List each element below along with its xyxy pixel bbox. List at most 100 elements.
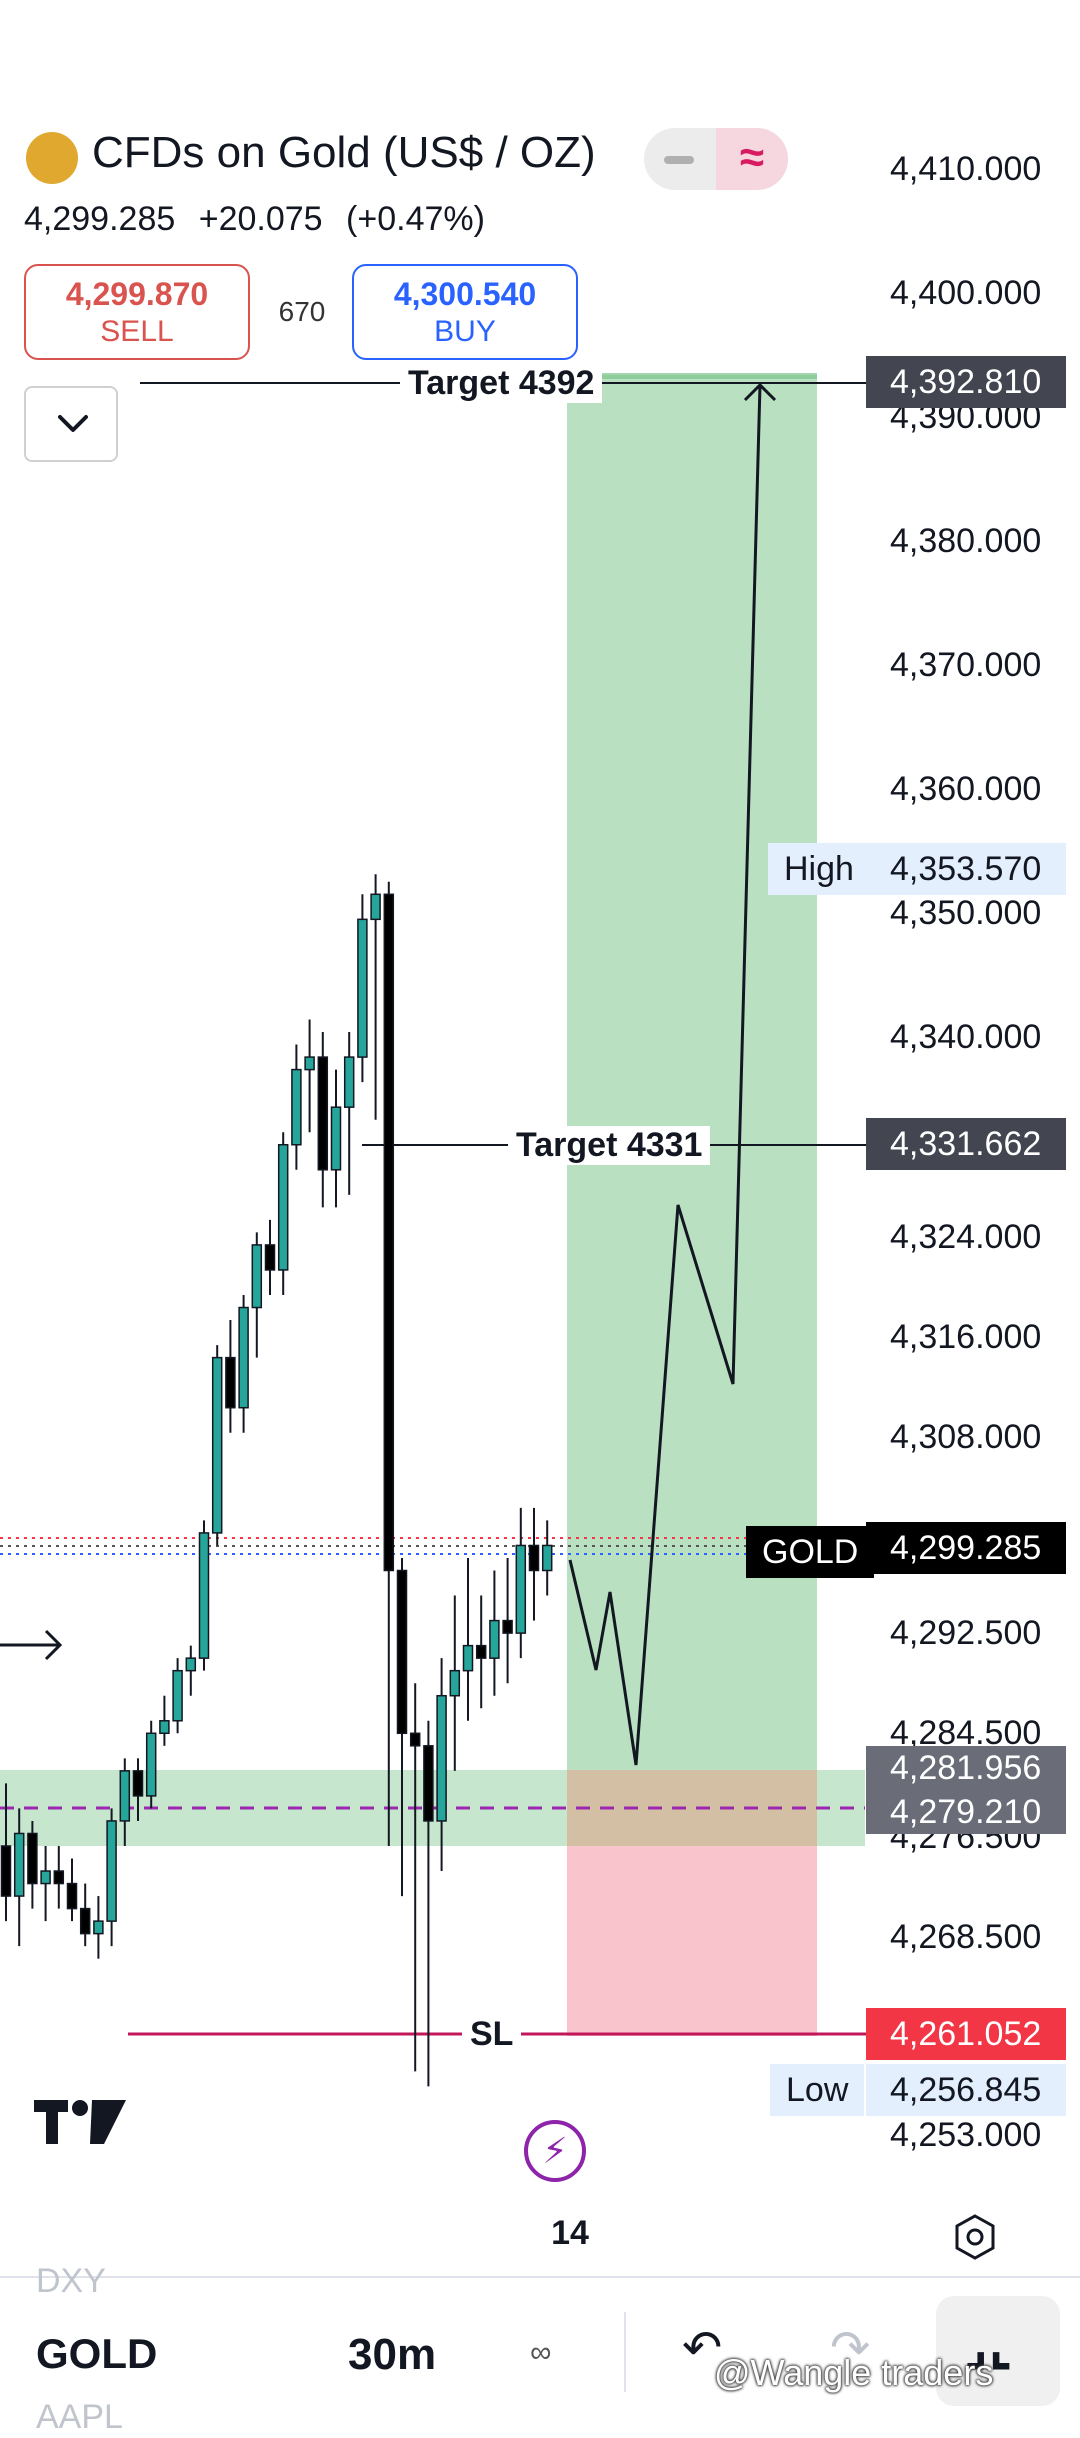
candle-body [145,1732,157,1797]
axis-label: 4,360.000 [890,770,1042,808]
chevron-down-icon [58,415,88,432]
buy-label: BUY [434,315,496,348]
projection-path [568,384,762,1766]
target-high-label[interactable]: Target 4392 [400,364,603,403]
candle-body [0,1845,12,1897]
symbol-next[interactable]: AAPL [36,2398,123,2436]
current-price-tag: 4,299.285 [866,1522,1066,1574]
price-change: +20.075 [198,200,323,238]
fullscreen-button[interactable]: ⌟⌞ [936,2296,1060,2406]
candle-body [251,1244,263,1309]
low-label: Low [770,2064,865,2116]
sell-label: SELL [100,315,174,348]
wave-icon[interactable]: ≈ [716,128,788,190]
candle-body [449,1669,461,1697]
symbol-toggle-pill[interactable]: ≈ [644,128,788,190]
candle-body [317,1056,329,1171]
candle-body [409,1732,421,1747]
candle-body [370,893,381,921]
settings-icon[interactable] [950,2212,1000,2267]
candle-body [343,1056,355,1108]
candle-body [185,1657,197,1672]
left-arrow-head [44,1629,63,1661]
candle-body [238,1306,249,1409]
tradingview-logo-icon[interactable] [34,2100,126,2151]
candle-body [225,1356,236,1409]
collapse-button[interactable] [24,386,118,462]
candle-body [159,1720,170,1735]
last-price: 4,299.285 [24,200,176,238]
buy-button[interactable]: 4,300.540 BUY [352,264,578,360]
timeframe-picker[interactable]: 30m [348,2330,437,2379]
symbol-title[interactable]: CFDs on Gold (US$ / OZ) [92,128,596,177]
expiry-marker: 14 [551,2214,589,2252]
axis-label: 4,292.500 [890,1614,1042,1652]
stop-loss-label[interactable]: SL [462,2015,522,2054]
axis-label: 4,350.000 [890,894,1042,932]
axis-label: 4,370.000 [890,646,1042,684]
gold-logo-icon [26,132,78,184]
low-price-tag: 4,256.845 [866,2064,1066,2116]
candles [0,874,553,2087]
candle-body [27,1832,38,1885]
candle-body [396,1569,408,1735]
axis-label: 4,324.000 [890,1218,1042,1256]
axis-label: 4,340.000 [890,1018,1042,1056]
candle-body [40,1870,51,1885]
candle-body [172,1669,183,1722]
compare-icon[interactable]: ∞ [530,2336,552,2369]
candle-body [436,1694,447,1822]
zone-bottom-price-tag: 4,279.210 [866,1790,1066,1834]
axis-label: 4,380.000 [890,522,1042,560]
candle-body [462,1644,474,1672]
candle-body [475,1644,487,1659]
bottom-toolbar [0,2276,1080,2438]
axis-label: 4,308.000 [890,1418,1042,1456]
candle-body [357,918,368,1058]
candle-body [132,1770,144,1797]
candle-body [264,1244,276,1271]
candle-body [211,1356,223,1534]
price-change-pct: (+0.47%) [346,200,485,238]
buy-price: 4,300.540 [393,276,537,312]
candle-body [93,1920,104,1935]
undo-icon[interactable]: ↶ [682,2322,723,2375]
candle-body [502,1619,513,1634]
candle-body [515,1544,527,1634]
candle-body [489,1619,500,1659]
zone-top-price-tag: 4,281.956 [866,1746,1066,1790]
target-mid-price-tag: 4,331.662 [866,1118,1066,1170]
redo-icon[interactable]: ↷ [830,2322,871,2375]
symbol-prev[interactable]: DXY [36,2262,106,2300]
candle-body [383,893,395,1572]
candle-body [277,1143,289,1271]
candle-body [106,1820,117,1922]
axis-label: 4,410.000 [890,150,1042,188]
high-label: High [768,843,870,895]
candle-body [79,1907,91,1935]
candle-body [330,1106,342,1171]
minus-icon[interactable] [644,128,716,190]
candle-body [53,1870,65,1885]
candle-body [528,1544,540,1572]
candle-body [198,1532,210,1659]
sell-button[interactable]: 4,299.870 SELL [24,264,250,360]
projection-arrowhead [743,382,777,402]
candle-body [66,1882,78,1910]
candle-body [304,1056,315,1071]
profit-zone-top-edge [567,373,817,379]
target-high-price-tag: 4,392.810 [866,356,1066,408]
symbol-price-label: GOLD [746,1526,875,1578]
axis-label: 4,316.000 [890,1318,1042,1356]
axis-label: 4,253.000 [890,2116,1042,2154]
stop-loss-price-tag: 4,261.052 [866,2008,1066,2060]
symbol-picker[interactable]: GOLD [36,2330,158,2377]
lightning-icon[interactable]: ⚡ [524,2120,586,2182]
price-summary: 4,299.285 +20.075 (+0.47%) [24,200,499,239]
axis-label: 4,284.500 [890,1714,1042,1752]
target-mid-label[interactable]: Target 4331 [508,1126,711,1165]
spread-value: 670 [278,296,326,327]
fullscreen-icon: ⌟⌞ [964,2317,1013,2375]
candle-body [291,1068,302,1146]
axis-label: 4,268.500 [890,1918,1042,1956]
